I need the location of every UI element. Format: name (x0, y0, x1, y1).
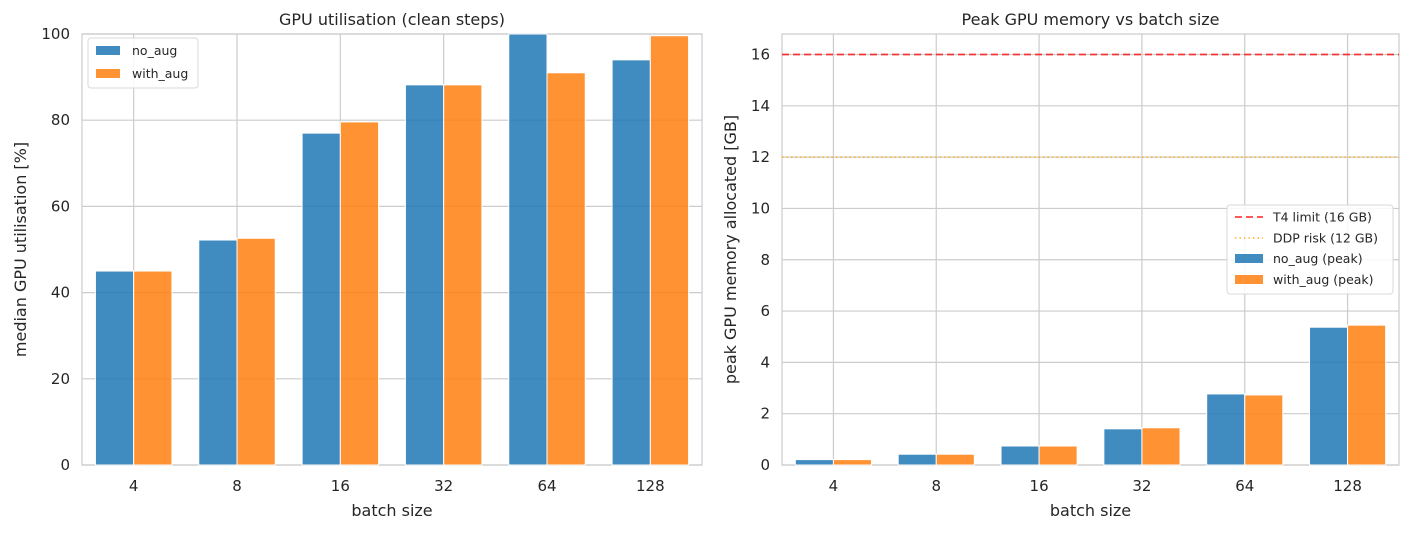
memory-y-label: peak GPU memory allocated [GB] (721, 115, 740, 384)
utilisation-y-tick-label: 40 (51, 284, 70, 302)
utilisation-x-tick-label: 8 (232, 477, 242, 495)
utilisation-bar-no-aug (301, 132, 341, 466)
utilisation-legend-swatch-no-aug (96, 46, 120, 55)
utilisation-bar-with-aug (339, 121, 380, 466)
memory-bar-no-aug (1000, 445, 1040, 466)
utilisation-bars (94, 33, 690, 466)
memory-y-tick-label: 2 (760, 405, 770, 423)
utilisation-y-label: median GPU utilisation [%] (11, 142, 30, 357)
utilisation-bar-no-aug (404, 84, 445, 466)
memory-bar-no-aug (897, 453, 937, 466)
utilisation-bar-no-aug (198, 239, 238, 466)
utilisation-bar-no-aug (508, 33, 548, 466)
utilisation-panel: 4 8 16 32 64 128 0 20 40 60 80 100 GPU utilisation… (11, 10, 703, 520)
memory-x-label: batch size (1050, 501, 1131, 520)
utilisation-y-tick-label: 100 (41, 25, 70, 43)
memory-bars (794, 324, 1387, 466)
memory-bar-with-aug (935, 453, 975, 466)
memory-legend-label-ddp-risk: DDP risk (12 GB) (1273, 231, 1378, 246)
memory-bar-no-aug (1309, 326, 1349, 466)
memory-y-tick-label: 16 (751, 46, 770, 64)
utilisation-legend-label-with-aug: with_aug (132, 66, 188, 81)
memory-panel: 4 8 16 32 64 128 0 2 4 6 8 10 12 14 16 Peak GPU memor… (721, 10, 1400, 520)
memory-legend-box (1226, 204, 1394, 295)
utilisation-bar-with-aug (133, 270, 173, 466)
utilisation-y-ticks: 0 20 40 60 80 100 (41, 25, 70, 474)
utilisation-x-tick-label: 128 (636, 477, 665, 495)
memory-bar-no-aug (1206, 393, 1246, 466)
utilisation-y-tick-label: 60 (51, 197, 70, 215)
memory-y-tick-label: 8 (760, 251, 770, 269)
memory-y-tick-label: 6 (760, 302, 770, 320)
utilisation-x-ticks: 4 8 16 32 64 128 (129, 477, 665, 495)
utilisation-x-label: batch size (351, 501, 432, 520)
memory-y-tick-label: 12 (751, 148, 770, 166)
utilisation-y-tick-label: 80 (51, 111, 70, 129)
memory-legend-label-no-aug: no_aug (peak) (1273, 251, 1363, 266)
memory-bar-with-aug (1141, 427, 1181, 466)
utilisation-x-tick-label: 16 (331, 477, 350, 495)
utilisation-x-tick-label: 4 (129, 477, 139, 495)
utilisation-x-tick-label: 32 (434, 477, 453, 495)
memory-x-tick-label: 32 (1132, 477, 1151, 495)
memory-bar-with-aug (832, 459, 872, 466)
utilisation-plot-area (81, 33, 703, 466)
memory-x-tick-label: 8 (931, 477, 941, 495)
utilisation-bar-with-aug (546, 72, 586, 466)
utilisation-x-tick-label: 64 (537, 477, 556, 495)
memory-bar-with-aug (1347, 324, 1387, 466)
memory-y-tick-label: 4 (760, 353, 770, 371)
memory-title: Peak GPU memory vs batch size (961, 10, 1219, 29)
memory-y-tick-label: 0 (760, 456, 770, 474)
memory-x-tick-label: 128 (1333, 477, 1362, 495)
memory-legend-label-t4-limit: T4 limit (16 GB) (1272, 210, 1372, 225)
memory-x-tick-label: 16 (1030, 477, 1049, 495)
memory-reference-lines (782, 53, 1399, 158)
memory-bar-with-aug (1038, 445, 1078, 466)
utilisation-bar-with-aug (443, 84, 483, 466)
utilisation-y-tick-label: 20 (51, 370, 70, 388)
utilisation-y-tick-label: 0 (60, 456, 70, 474)
utilisation-bar-with-aug (649, 35, 690, 466)
memory-x-tick-label: 4 (829, 477, 839, 495)
memory-legend: T4 limit (16 GB) DDP risk (12 GB) no_aug… (1226, 204, 1394, 295)
memory-legend-swatch-with-aug (1235, 275, 1263, 284)
utilisation-title: GPU utilisation (clean steps) (279, 10, 505, 29)
memory-bar-no-aug (1103, 428, 1143, 466)
utilisation-bar-with-aug (236, 237, 276, 466)
memory-x-ticks: 4 8 16 32 64 128 (829, 477, 1362, 495)
memory-x-tick-label: 64 (1235, 477, 1254, 495)
memory-y-ticks: 0 2 4 6 8 10 12 14 16 (751, 46, 770, 474)
utilisation-bar-no-aug (94, 270, 135, 466)
memory-legend-label-with-aug: with_aug (peak) (1273, 272, 1374, 287)
memory-y-tick-label: 14 (751, 97, 770, 115)
utilisation-legend-label-no-aug: no_aug (132, 43, 177, 58)
memory-y-tick-label: 10 (751, 199, 770, 217)
utilisation-legend-swatch-with-aug (96, 69, 120, 78)
memory-bar-with-aug (1244, 394, 1284, 466)
utilisation-bar-no-aug (611, 59, 651, 466)
memory-bar-no-aug (794, 459, 834, 466)
memory-legend-swatch-no-aug (1235, 254, 1263, 263)
utilisation-legend: no_aug with_aug (87, 37, 199, 89)
